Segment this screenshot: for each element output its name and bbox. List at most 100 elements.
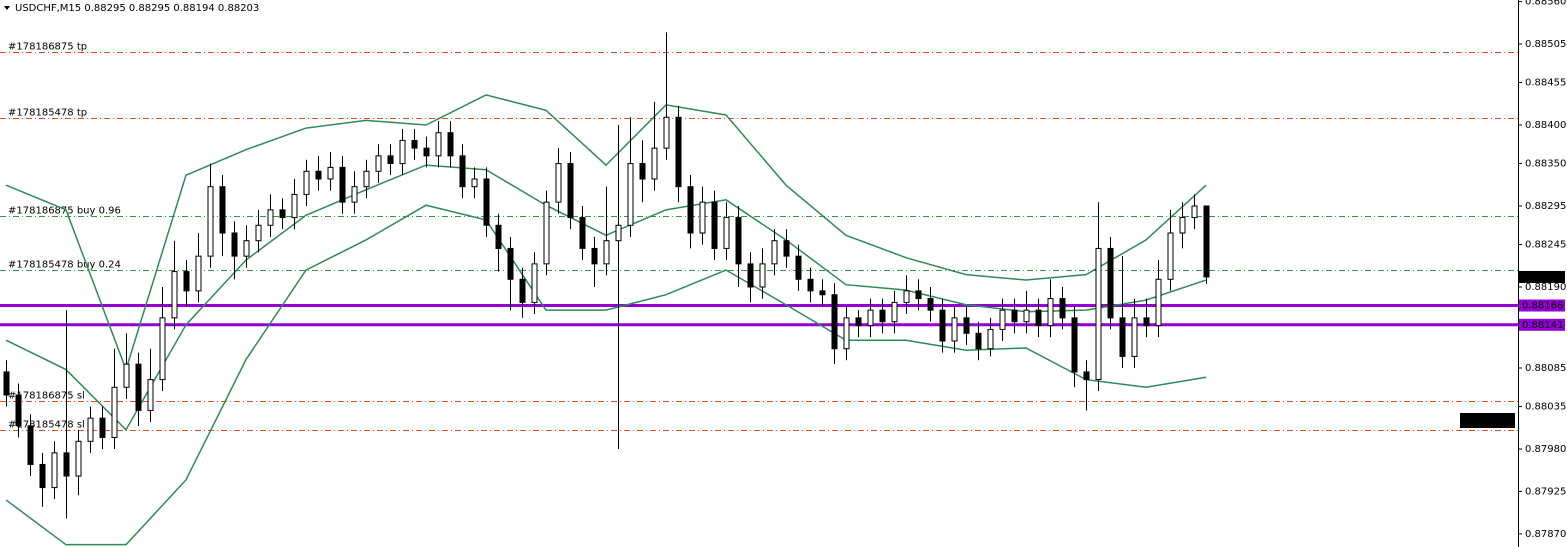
candle-body — [771, 240, 778, 265]
candle-body — [75, 440, 82, 477]
candle-body — [459, 155, 466, 188]
candle-body — [1047, 298, 1054, 327]
candle-body — [675, 116, 682, 188]
y-tick-label: 0.88560 — [1525, 0, 1566, 8]
candle-body — [15, 394, 22, 427]
candle-body — [555, 163, 562, 203]
candle-body — [387, 155, 394, 165]
candle-body — [735, 217, 742, 265]
candle-body — [123, 363, 130, 388]
y-tick-label: 0.87925 — [1525, 486, 1566, 497]
candle-body — [339, 166, 346, 203]
candle-body — [1179, 217, 1186, 234]
candle-body — [231, 232, 238, 257]
bollinger-band — [5, 94, 1207, 372]
candle-body — [867, 309, 874, 327]
candle-body — [591, 247, 598, 265]
candle-body — [1023, 309, 1030, 323]
candle-body — [651, 147, 658, 180]
candle-body — [723, 217, 730, 249]
y-tick-label: 0.88190 — [1525, 282, 1566, 293]
candle-body — [927, 298, 934, 311]
candle-body — [915, 290, 922, 300]
candle-body — [1059, 298, 1066, 319]
candle-body — [87, 417, 94, 442]
y-tick-label: 0.88455 — [1525, 78, 1566, 89]
candle-body — [939, 309, 946, 342]
candle-body — [207, 186, 214, 257]
candle-body — [711, 201, 718, 249]
candle-body — [747, 263, 754, 288]
order-label: #178186875 buy 0.96 — [8, 206, 121, 217]
y-tick-label: 0.87980 — [1525, 444, 1566, 455]
candle-body — [435, 132, 442, 157]
candle-body — [999, 309, 1006, 330]
candle-body — [63, 452, 70, 477]
candle-body — [819, 290, 826, 296]
candle-body — [219, 186, 226, 234]
order-label: #178185478 sl — [8, 420, 85, 431]
candle-body — [267, 209, 274, 226]
price-tag-label: 0.88141 — [1522, 320, 1563, 331]
candle-body — [99, 417, 106, 438]
candle-body — [375, 155, 382, 172]
candle-body — [963, 317, 970, 334]
candle-body — [783, 240, 790, 257]
candle-body — [351, 186, 358, 203]
y-tick-label: 0.88505 — [1525, 39, 1566, 50]
candle-body — [639, 163, 646, 180]
candle-body — [1071, 317, 1078, 373]
candle-body — [699, 201, 706, 234]
candle-body — [519, 278, 526, 303]
price-tag — [1519, 299, 1565, 312]
order-label: #178185478 buy 0.24 — [8, 260, 121, 271]
current-price-label: 0.88203 — [1522, 272, 1563, 283]
candle-body — [843, 317, 850, 350]
candle-body — [855, 317, 862, 327]
candle-body — [111, 386, 118, 438]
levels: #178186875 tp #178185478 tp #178186875 buy… — [0, 42, 1518, 431]
candle-body — [1011, 309, 1018, 323]
candle-body — [1191, 205, 1198, 219]
candle-body — [1035, 309, 1042, 327]
candle-body — [279, 209, 286, 219]
price-tag-label: 0.88166 — [1522, 301, 1563, 312]
menu-arrow[interactable] — [4, 6, 10, 10]
candle-body — [567, 163, 574, 219]
candle-body — [1155, 278, 1162, 327]
candle-body — [615, 224, 622, 242]
chart-title: USDCHF,M15 0.88295 0.88295 0.88194 0.882… — [15, 3, 259, 14]
candle-body — [891, 301, 898, 323]
candle-body — [1119, 317, 1126, 357]
current-price-tag — [1519, 270, 1565, 283]
candle-body — [255, 224, 262, 242]
y-tick-label: 0.88295 — [1525, 201, 1566, 212]
candle-body — [879, 309, 886, 323]
candle-body — [663, 116, 670, 149]
candle-body — [507, 247, 514, 280]
candle-body — [531, 263, 538, 303]
candle-body — [795, 255, 802, 280]
candle-body — [423, 147, 430, 157]
candle-body — [399, 139, 406, 165]
candle-body — [543, 201, 550, 265]
candle-body — [471, 178, 478, 188]
candle-body — [195, 255, 202, 292]
y-tick-label: 0.88085 — [1525, 363, 1566, 374]
candle-body — [243, 240, 250, 257]
candle-body — [1083, 371, 1090, 381]
candle-body — [291, 193, 298, 219]
candle-body — [495, 224, 502, 249]
candle-body — [303, 170, 310, 195]
candle-body — [1203, 205, 1210, 278]
candle-body — [1167, 232, 1174, 280]
bollinger-band — [5, 204, 1207, 546]
candle-body — [1131, 317, 1138, 357]
candle-body — [903, 290, 910, 303]
y-tick-label: 0.87870 — [1525, 529, 1566, 540]
badge: BB ON — [1468, 414, 1507, 428]
candle-body — [759, 263, 766, 288]
